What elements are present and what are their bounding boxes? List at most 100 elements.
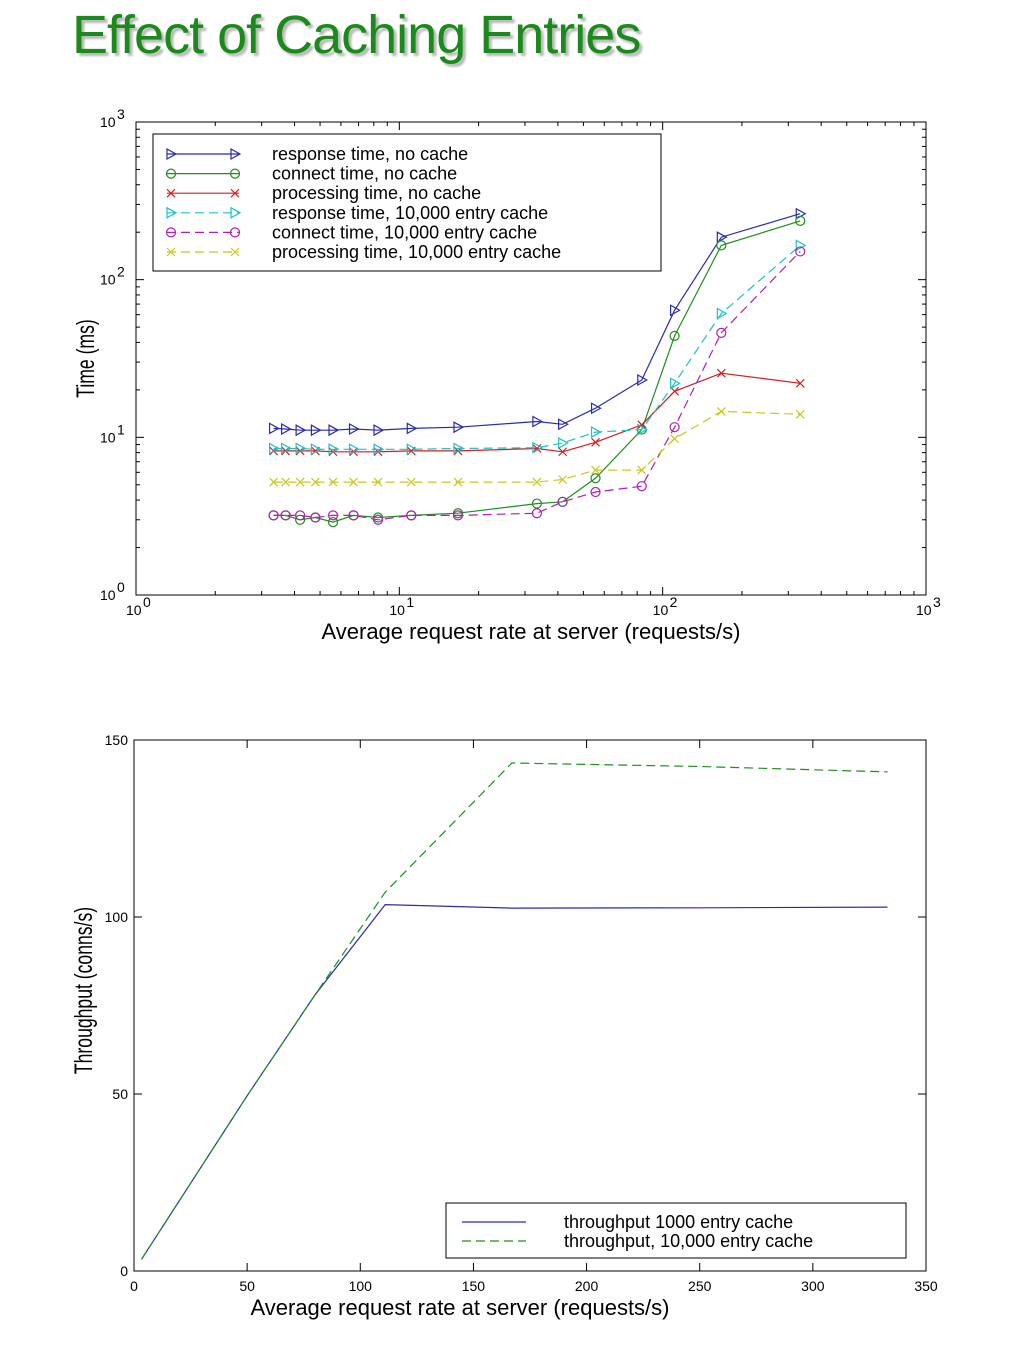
y-tick-label: 150 [105, 732, 129, 748]
series-line-throughput-1000-entry-cache [140, 903, 888, 1260]
y-axis-label: Time (ms) [71, 319, 100, 397]
legend-box [445, 1202, 907, 1259]
x-axis-label: Average request rate at server (requests… [250, 1295, 669, 1320]
x-tick-label: 10 [389, 602, 405, 618]
y-tick-exponent: 2 [117, 264, 125, 280]
data-point-processing-time-10-000-entry-cache [716, 406, 726, 416]
data-point-processing-time-10-000-entry-cache [281, 477, 291, 487]
y-tick-label: 10 [100, 587, 116, 603]
x-tick-label: 10 [126, 602, 142, 618]
data-point-connect-time-10-000-entry-cache [531, 508, 543, 519]
data-point-processing-time-no-cache [637, 420, 647, 430]
data-point-processing-time-10-000-entry-cache [373, 477, 383, 487]
y-axis-label: Throughput (conns/s) [69, 907, 98, 1074]
data-point-connect-time-10-000-entry-cache [280, 510, 291, 521]
data-point-response-time-no-cache [453, 421, 465, 434]
data-point-response-time-10-000-entry-cache [590, 426, 602, 439]
x-tick-label: 300 [801, 1278, 825, 1294]
data-point-connect-time-no-cache [295, 514, 306, 525]
data-point-response-time-10-000-entry-cache [670, 377, 681, 390]
data-point-connect-time-no-cache [531, 498, 543, 509]
data-point-response-time-10-000-entry-cache [373, 443, 385, 456]
legend-marker [166, 147, 178, 161]
data-point-response-time-no-cache [348, 422, 360, 435]
data-point-response-time-10-000-entry-cache [348, 443, 360, 456]
slide-title: Effect of Caching Entries [72, 5, 641, 65]
series-line-response-time-10-000-entry-cache [273, 244, 801, 450]
legend-entry-throughput-1000-entry-cache: throughput 1000 entry cache [564, 1212, 793, 1232]
legend-entry-response-time-no-cache: response time, no cache [272, 144, 468, 164]
y-tick-label: 0 [120, 1263, 128, 1279]
data-point-response-time-no-cache [716, 231, 728, 244]
data-point-processing-time-no-cache [558, 447, 568, 457]
legend-marker [229, 168, 241, 179]
data-point-processing-time-no-cache [716, 368, 726, 378]
legend-marker [166, 206, 178, 219]
data-point-response-time-10-000-entry-cache [281, 442, 292, 455]
legend-marker [165, 227, 177, 238]
x-tick-label: 0 [130, 1278, 138, 1294]
data-point-connect-time-10-000-entry-cache [669, 422, 680, 433]
data-point-response-time-10-000-entry-cache [795, 239, 807, 252]
x-tick-label: 150 [462, 1278, 486, 1294]
data-point-response-time-no-cache [590, 402, 602, 415]
data-point-response-time-no-cache [295, 424, 307, 437]
data-point-response-time-10-000-entry-cache [558, 437, 569, 450]
legend-entry-connect-time-10-000-entry-cache: connect time, 10,000 entry cache [272, 222, 537, 242]
data-point-connect-time-10-000-entry-cache [310, 512, 321, 523]
data-point-processing-time-10-000-entry-cache [795, 409, 805, 419]
y-tick-exponent: 0 [117, 579, 125, 595]
data-point-processing-time-10-000-entry-cache [532, 477, 542, 487]
x-tick-exponent: 1 [406, 594, 414, 610]
series-line-processing-time-no-cache [273, 372, 801, 453]
data-point-connect-time-10-000-entry-cache [636, 481, 647, 492]
data-point-connect-time-no-cache [327, 516, 339, 528]
data-point-response-time-no-cache [328, 424, 340, 437]
legend-marker [230, 247, 240, 257]
data-point-response-time-no-cache [310, 424, 322, 437]
data-point-connect-time-10-000-entry-cache [372, 514, 384, 525]
legend-entry-processing-time-10-000-entry-cache: processing time, 10,000 entry cache [272, 242, 561, 262]
y-tick-label: 50 [112, 1086, 128, 1102]
data-point-response-time-no-cache [532, 415, 544, 428]
data-point-response-time-no-cache [670, 304, 681, 317]
data-point-response-time-10-000-entry-cache [716, 307, 728, 320]
data-point-connect-time-10-000-entry-cache [716, 327, 727, 338]
legend-marker [230, 206, 242, 219]
data-point-connect-time-no-cache [590, 473, 601, 484]
series-line-response-time-no-cache [273, 213, 801, 431]
legend-box [152, 133, 662, 272]
data-point-processing-time-10-000-entry-cache [558, 475, 568, 484]
data-point-response-time-no-cache [281, 422, 292, 435]
data-point-connect-time-10-000-entry-cache [795, 246, 806, 257]
y-tick-label: 10 [100, 114, 116, 130]
legend-marker [230, 188, 240, 198]
x-axis-label: Average request rate at server (requests… [321, 619, 740, 644]
data-point-response-time-10-000-entry-cache [406, 443, 418, 456]
legend-entry-response-time-10-000-entry-cache: response time, 10,000 entry cache [272, 203, 548, 223]
data-point-processing-time-10-000-entry-cache [349, 477, 358, 487]
plot-area [133, 739, 927, 1272]
data-point-connect-time-no-cache [716, 240, 727, 251]
data-point-response-time-10-000-entry-cache [532, 441, 544, 454]
data-point-processing-time-10-000-entry-cache [328, 477, 338, 487]
x-tick-label: 100 [349, 1278, 373, 1294]
legend-marker [166, 247, 176, 257]
x-tick-label: 10 [653, 602, 669, 618]
data-point-processing-time-10-000-entry-cache [310, 477, 320, 487]
x-tick-label: 50 [239, 1278, 255, 1294]
data-point-connect-time-10-000-entry-cache [348, 510, 359, 521]
series-line-connect-time-10-000-entry-cache [273, 250, 801, 521]
data-point-connect-time-10-000-entry-cache [452, 510, 464, 521]
series-line-processing-time-10-000-entry-cache [273, 410, 801, 483]
x-tick-exponent: 3 [933, 594, 941, 610]
y-tick-label: 10 [100, 272, 116, 288]
data-point-response-time-no-cache [406, 422, 418, 435]
y-tick-exponent: 1 [117, 421, 125, 437]
legend-marker [229, 227, 241, 238]
series-line-connect-time-no-cache [273, 220, 801, 523]
data-point-response-time-no-cache [373, 424, 385, 437]
y-tick-label: 100 [105, 909, 129, 925]
